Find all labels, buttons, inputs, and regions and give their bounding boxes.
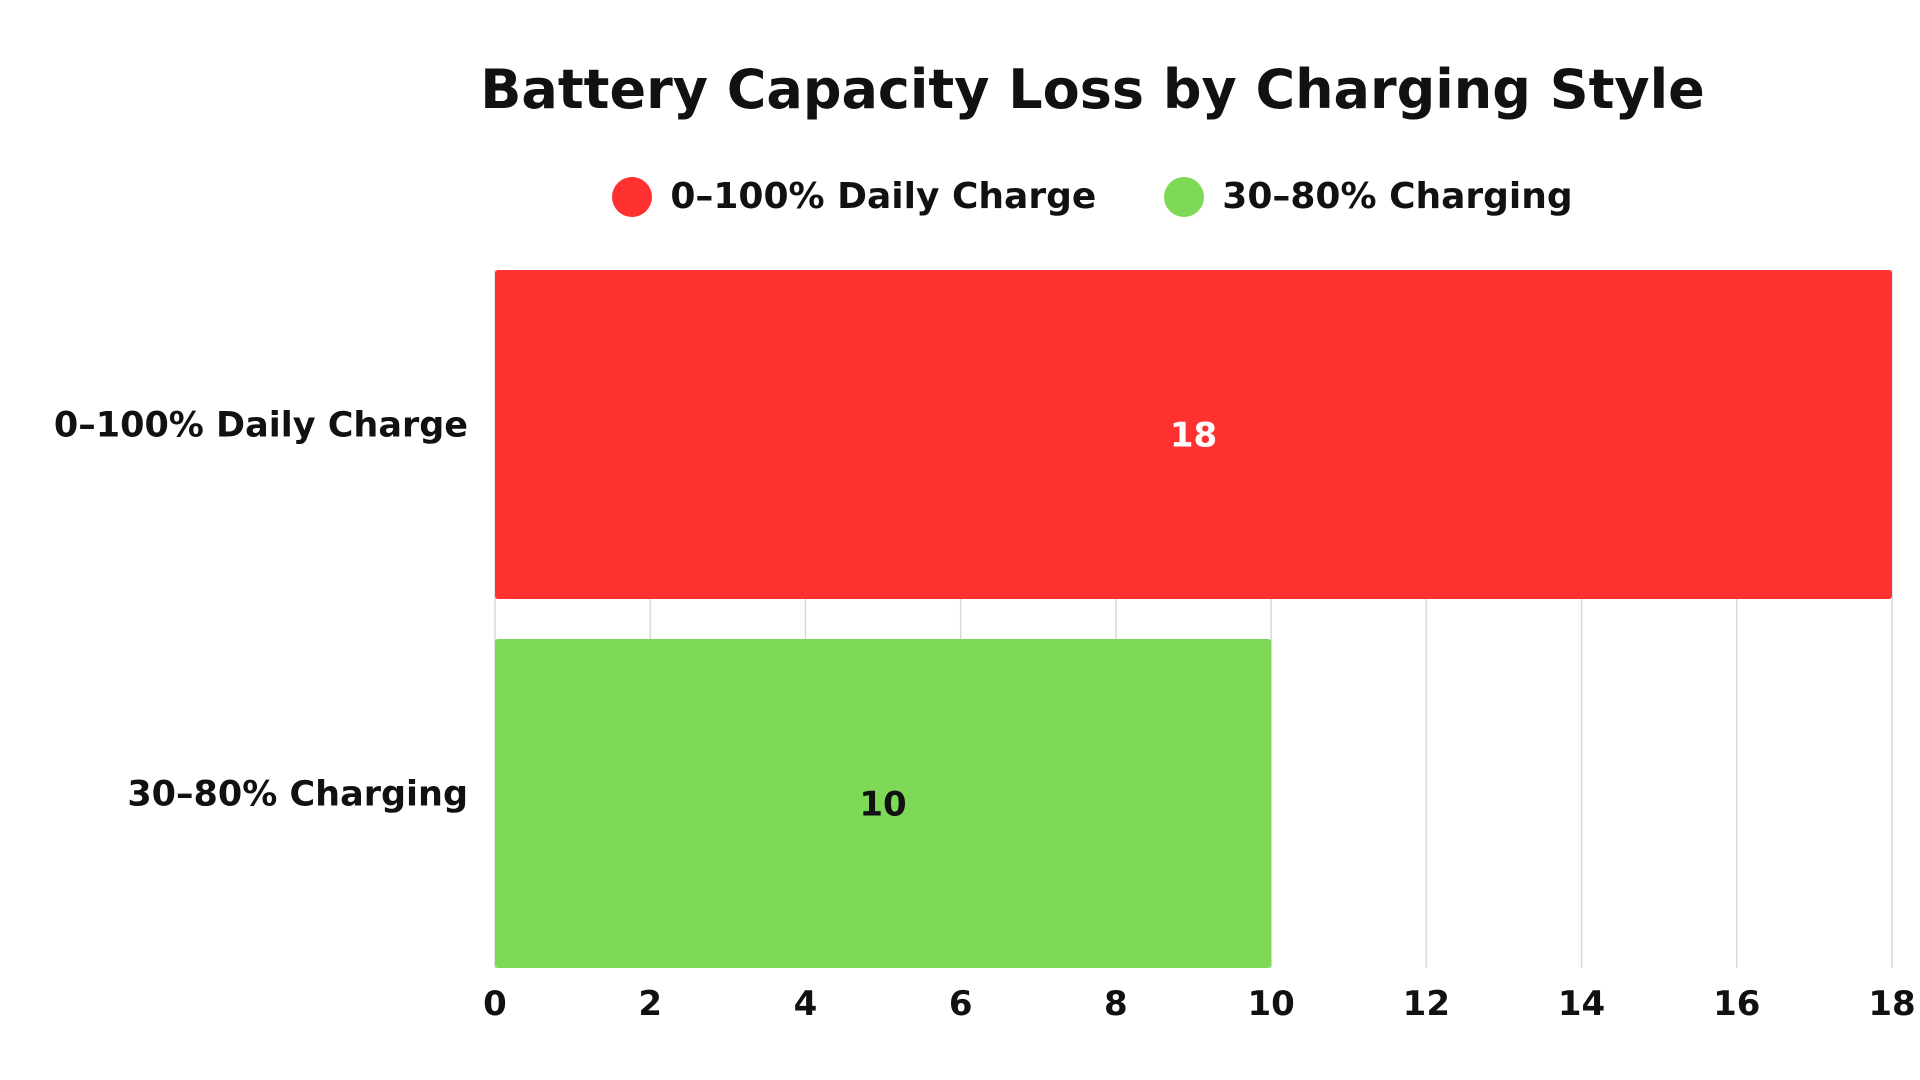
x-tick-label-2: 4 — [794, 984, 818, 1024]
category-label-1: 30–80% Charging — [127, 775, 468, 815]
bar-1 — [495, 639, 1272, 968]
legend-item-daily-charge: 0–100% Daily Charge — [612, 176, 1096, 217]
x-tick-label-4: 8 — [1104, 984, 1128, 1024]
x-tick-label-0: 0 — [483, 984, 507, 1024]
x-tick-label-7: 14 — [1558, 984, 1605, 1024]
x-tick-label-3: 6 — [949, 984, 973, 1024]
chart-title: Battery Capacity Loss by Charging Style — [480, 58, 1705, 121]
legend-swatch-daily-charge — [612, 176, 653, 217]
bar-value-label-0: 18 — [1170, 416, 1217, 456]
bar-value-label-1: 10 — [859, 785, 906, 825]
x-tick-label-8: 16 — [1713, 984, 1760, 1024]
x-tick-label-6: 12 — [1403, 984, 1450, 1024]
bar-0 — [495, 270, 1892, 599]
legend-label-partial-charging: 30–80% Charging — [1222, 176, 1573, 217]
x-tick-label-9: 18 — [1868, 984, 1915, 1024]
x-tick-label-5: 10 — [1247, 984, 1294, 1024]
legend-label-daily-charge: 0–100% Daily Charge — [670, 176, 1097, 217]
category-label-0: 0–100% Daily Charge — [54, 406, 468, 446]
legend: 0–100% Daily Charge 30–80% Charging — [0, 176, 1920, 217]
legend-item-partial-charging: 30–80% Charging — [1164, 176, 1573, 217]
x-tick-label-1: 2 — [638, 984, 662, 1024]
legend-swatch-partial-charging — [1164, 176, 1205, 217]
